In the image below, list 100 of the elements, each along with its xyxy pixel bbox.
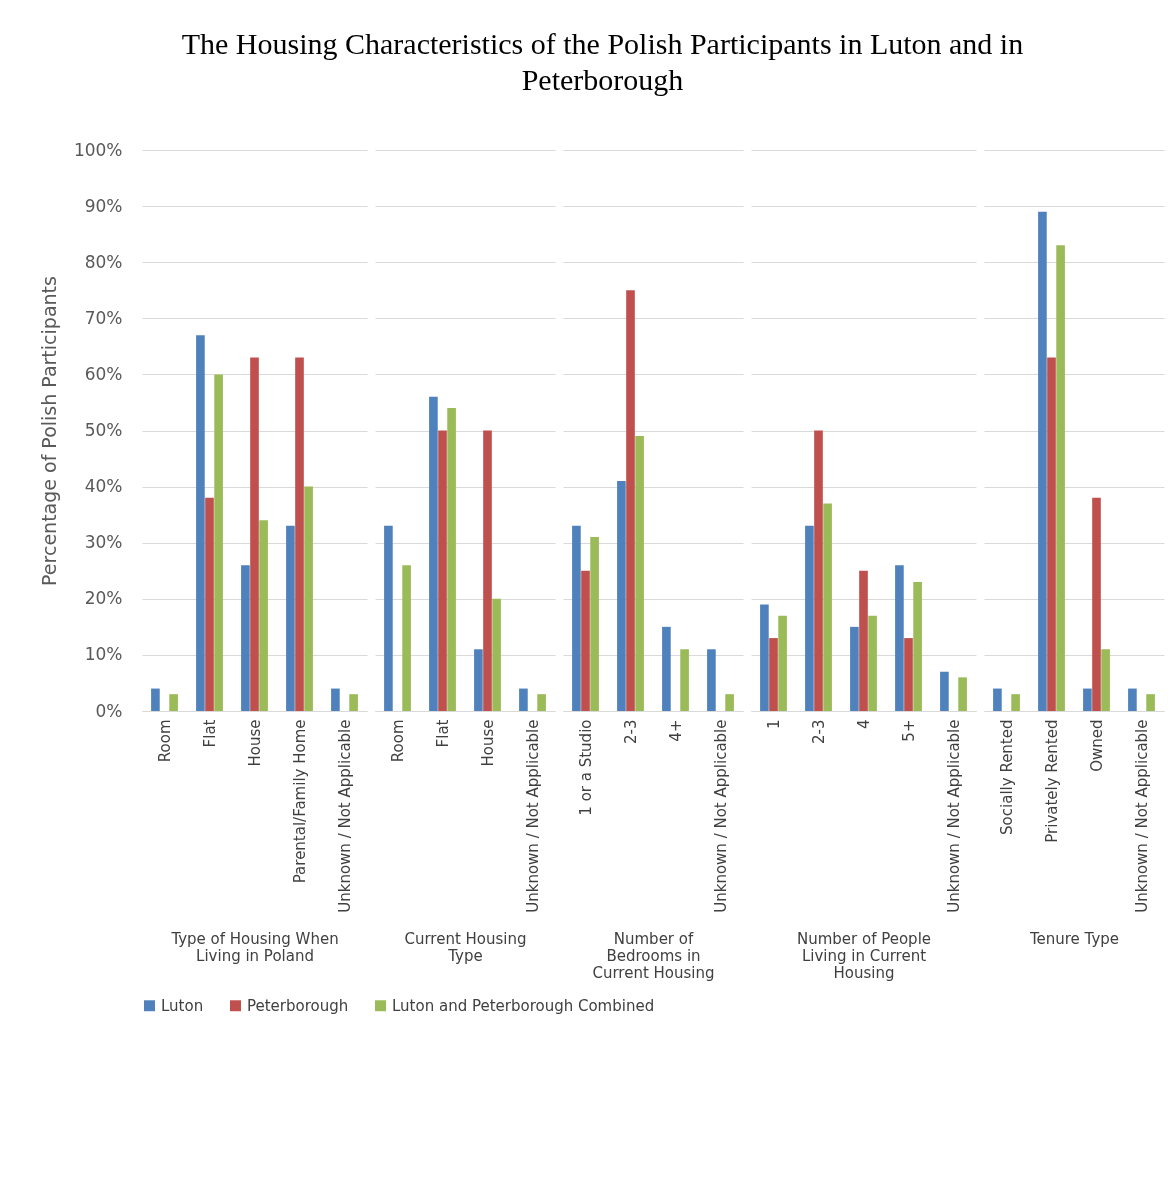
bar — [241, 565, 250, 711]
y-tick-label: 100% — [73, 139, 123, 160]
bar — [850, 626, 859, 711]
bar — [958, 677, 967, 711]
bar — [617, 480, 626, 711]
x-axis-title: Type of Housing When Living in Poland — [170, 929, 339, 965]
legend-label: Luton and Peterborough Combined — [392, 996, 655, 1015]
bar — [940, 671, 949, 711]
bar — [295, 357, 304, 711]
bar — [304, 486, 313, 711]
x-axis-title: Number of People Living in Current Housing — [796, 929, 932, 982]
bar — [868, 615, 877, 711]
x-tick-label: Privately Rented — [1043, 719, 1061, 843]
bar — [993, 688, 1002, 711]
x-tick-label: Socially Rented — [998, 719, 1016, 835]
bar — [904, 638, 913, 711]
x-tick-label: Owned — [1088, 719, 1106, 772]
x-tick-label: Unknown / Not Applicable — [524, 719, 542, 913]
y-tick-label: 0% — [95, 700, 123, 721]
y-tick-label: 50% — [84, 420, 123, 440]
bar — [259, 520, 268, 711]
bar — [635, 436, 644, 711]
bar — [913, 581, 922, 711]
bar — [1101, 649, 1110, 711]
bar — [725, 694, 734, 711]
bar — [384, 525, 393, 711]
x-tick-label: 1 or a Studio — [577, 719, 595, 816]
x-tick-label: Unknown / Not Applicable — [945, 719, 963, 913]
y-tick-label: 10% — [84, 644, 123, 665]
x-tick-label: 2-3 — [622, 719, 640, 744]
bar — [483, 430, 492, 711]
bar — [1146, 694, 1155, 711]
bar — [447, 408, 456, 711]
bar — [1047, 357, 1056, 711]
bar — [707, 649, 716, 711]
bar — [805, 525, 814, 711]
bar — [778, 615, 787, 711]
x-axis-title: Number of Bedrooms in Current Housing — [592, 929, 715, 982]
bar — [581, 570, 590, 711]
bar — [537, 694, 546, 711]
bar — [519, 688, 528, 711]
bar — [823, 503, 832, 711]
x-tick-label: 4 — [855, 719, 873, 730]
bar — [1128, 688, 1137, 711]
y-tick-label: 80% — [84, 251, 123, 272]
bar — [680, 649, 689, 711]
x-tick-label: Unknown / Not Applicable — [1133, 719, 1151, 913]
x-tick-label: 4+ — [667, 719, 685, 742]
x-tick-label: Room — [389, 719, 407, 763]
bar — [169, 694, 178, 711]
bar — [814, 430, 823, 711]
bar — [349, 694, 358, 711]
y-axis-title: Percentage of Polish Participants — [37, 276, 60, 586]
bar — [895, 565, 904, 711]
x-tick-label: Room — [156, 719, 174, 763]
bar — [626, 290, 635, 711]
text: The Housing Characteristics of the Polish Participants in Luton and in Peterborough — [181, 27, 1024, 96]
bar — [590, 537, 599, 711]
bar — [769, 638, 778, 711]
bar — [196, 335, 205, 711]
bar — [760, 604, 769, 711]
bar — [331, 688, 340, 711]
bar — [1011, 694, 1020, 711]
x-tick-label: Unknown / Not Applicable — [712, 719, 730, 913]
bar — [1083, 688, 1092, 711]
bar — [250, 357, 259, 711]
x-tick-label: Flat — [434, 719, 452, 748]
bar — [662, 626, 671, 711]
bar — [572, 525, 581, 711]
bar — [214, 374, 223, 711]
x-axis-title: Current Housing Type — [404, 929, 527, 965]
y-tick-label: 70% — [84, 307, 123, 328]
x-tick-label: Flat — [201, 719, 219, 748]
bar — [474, 649, 483, 711]
bar — [429, 396, 438, 711]
bar — [286, 525, 295, 711]
x-tick-label: Unknown / Not Applicable — [336, 719, 354, 913]
bar — [1056, 245, 1065, 711]
bar — [402, 565, 411, 711]
y-tick-label: 40% — [84, 476, 123, 497]
x-tick-label: Parental/Family Home — [291, 719, 309, 884]
y-tick-label: 90% — [84, 195, 123, 216]
bar — [1038, 211, 1047, 711]
legend-label: Luton — [161, 996, 204, 1015]
bar — [151, 688, 160, 711]
x-tick-label: 1 — [765, 719, 783, 730]
x-tick-label: 5+ — [900, 719, 918, 742]
legend-label: Peterborough — [247, 996, 349, 1015]
bar — [492, 598, 501, 711]
bar — [859, 570, 868, 711]
bar — [205, 497, 214, 711]
x-tick-label: 2-3 — [810, 719, 828, 744]
bar — [1092, 497, 1101, 711]
y-tick-label: 60% — [84, 363, 123, 384]
x-axis-title: Tenure Type — [1028, 929, 1120, 948]
x-tick-label: House — [479, 719, 497, 767]
x-tick-label: House — [246, 719, 264, 767]
bar — [438, 430, 447, 711]
y-tick-label: 20% — [84, 588, 123, 609]
y-tick-label: 30% — [84, 532, 123, 553]
